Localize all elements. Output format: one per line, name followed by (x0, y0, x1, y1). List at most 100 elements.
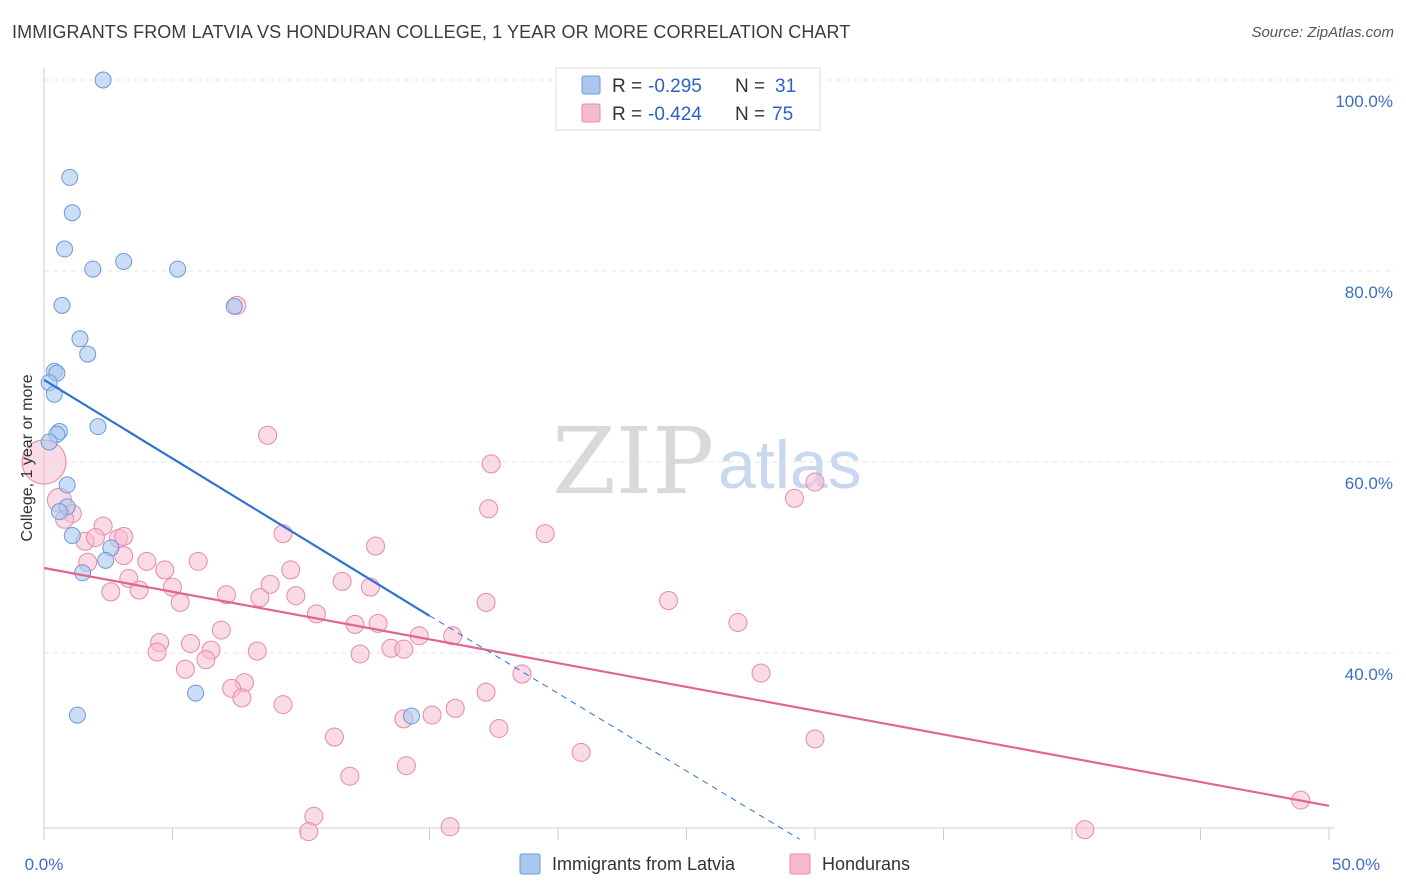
honduran-point (211, 620, 231, 640)
latvia-point (58, 476, 76, 494)
latvia-point (84, 260, 102, 278)
honduran-point (147, 642, 167, 662)
honduran-point (394, 639, 414, 659)
latvia-point (97, 551, 115, 569)
honduran-point (273, 695, 293, 715)
legend-r-label-latvia: R = (612, 76, 642, 97)
latvia-point (63, 527, 81, 545)
honduran-point (489, 718, 509, 738)
latvia-point (56, 240, 74, 258)
honduran-point (784, 488, 804, 508)
x-tick-label-min: 0.0% (25, 855, 64, 874)
latvia-point (403, 707, 421, 725)
bottom-legend-label-latvia: Immigrants from Latvia (552, 854, 736, 874)
honduran-point (180, 633, 200, 653)
legend-r-value-latvia: -0.295 (648, 76, 702, 97)
honduran-point (101, 582, 121, 602)
legend-r-value-hondurans: -0.424 (648, 104, 702, 125)
honduran-point (512, 664, 532, 684)
honduran-point (479, 499, 499, 519)
honduran-point (247, 641, 267, 661)
honduran-point (170, 592, 190, 612)
watermark: ZIP atlas (552, 408, 862, 515)
correlation-legend: R = -0.295 N = 31 R = -0.424 N = 75 (555, 67, 821, 131)
latvia-point (94, 71, 112, 89)
legend-swatch-hondurans (581, 103, 601, 123)
honduran-point (1075, 820, 1095, 840)
latvia-point (79, 345, 97, 363)
latvia-point (169, 260, 187, 278)
honduran-point (286, 586, 306, 606)
honduran-point (155, 560, 175, 580)
legend-n-label-hondurans: N = (735, 104, 765, 125)
honduran-point (805, 729, 825, 749)
latvia-point (187, 684, 205, 702)
honduran-point (751, 663, 771, 683)
honduran-point (188, 551, 208, 571)
bottom-legend-label-hondurans: Hondurans (822, 854, 910, 874)
honduran-point (281, 560, 301, 580)
bottom-legend-swatch-latvia (519, 853, 541, 875)
honduran-point (216, 585, 236, 605)
latvia-point (74, 564, 92, 582)
honduran-point (535, 524, 555, 544)
x-tick-label-max: 50.0% (1332, 855, 1380, 874)
honduran-point (85, 527, 105, 547)
latvia-point (71, 330, 89, 348)
series-legend: Immigrants from Latvia Hondurans (519, 853, 910, 875)
legend-n-value-latvia: 31 (775, 76, 796, 97)
latvia-point (53, 296, 71, 314)
grid (44, 79, 1395, 654)
trend-line-hondurans (43, 566, 1330, 807)
honduran-point (481, 454, 501, 474)
latvia-point (115, 252, 133, 270)
honduran-point (805, 472, 825, 492)
honduran-point (114, 546, 134, 566)
y-axis-title: College, 1 year or more (19, 374, 36, 541)
honduran-point (299, 822, 319, 842)
honduran-point (659, 590, 679, 610)
honduran-point (396, 756, 416, 776)
hondurans-points (21, 295, 1311, 842)
honduran-point (445, 698, 465, 718)
honduran-point (175, 659, 195, 679)
y-tick-label: 80.0% (1345, 283, 1393, 302)
legend-swatch-latvia (581, 75, 601, 95)
bottom-legend-swatch-hondurans (789, 853, 811, 875)
honduran-point (137, 551, 157, 571)
y-tick-label: 40.0% (1345, 665, 1393, 684)
honduran-point (366, 536, 386, 556)
honduran-point (196, 650, 216, 670)
latvia-point (40, 433, 58, 451)
latvia-point (89, 418, 107, 436)
honduran-point (114, 526, 134, 546)
latvia-point (50, 503, 68, 521)
honduran-point (232, 688, 252, 708)
legend-n-label-latvia: N = (735, 76, 765, 97)
y-tick-labels: 40.0% 60.0% 80.0% 100.0% (1335, 92, 1393, 684)
latvia-point (63, 204, 81, 222)
latvia-point (225, 297, 243, 315)
honduran-point (728, 612, 748, 632)
trend-line-latvia (43, 378, 431, 617)
honduran-point (324, 727, 344, 747)
x-ticks (43, 828, 1330, 840)
latvia-point (68, 706, 86, 724)
legend-n-value-hondurans: 75 (772, 104, 793, 125)
honduran-point (250, 588, 270, 608)
honduran-point (440, 817, 460, 837)
honduran-point (260, 574, 280, 594)
honduran-point (571, 742, 591, 762)
source-label: Source: ZipAtlas.com (1251, 24, 1394, 41)
honduran-point (350, 644, 370, 664)
honduran-point (422, 705, 442, 725)
legend-r-label-hondurans: R = (612, 104, 642, 125)
honduran-point (476, 592, 496, 612)
honduran-point (443, 626, 463, 646)
honduran-point (476, 682, 496, 702)
honduran-point (258, 425, 278, 445)
y-tick-label: 100.0% (1335, 92, 1393, 111)
chart-title: IMMIGRANTS FROM LATVIA VS HONDURAN COLLE… (12, 22, 851, 42)
y-tick-label: 60.0% (1345, 474, 1393, 493)
